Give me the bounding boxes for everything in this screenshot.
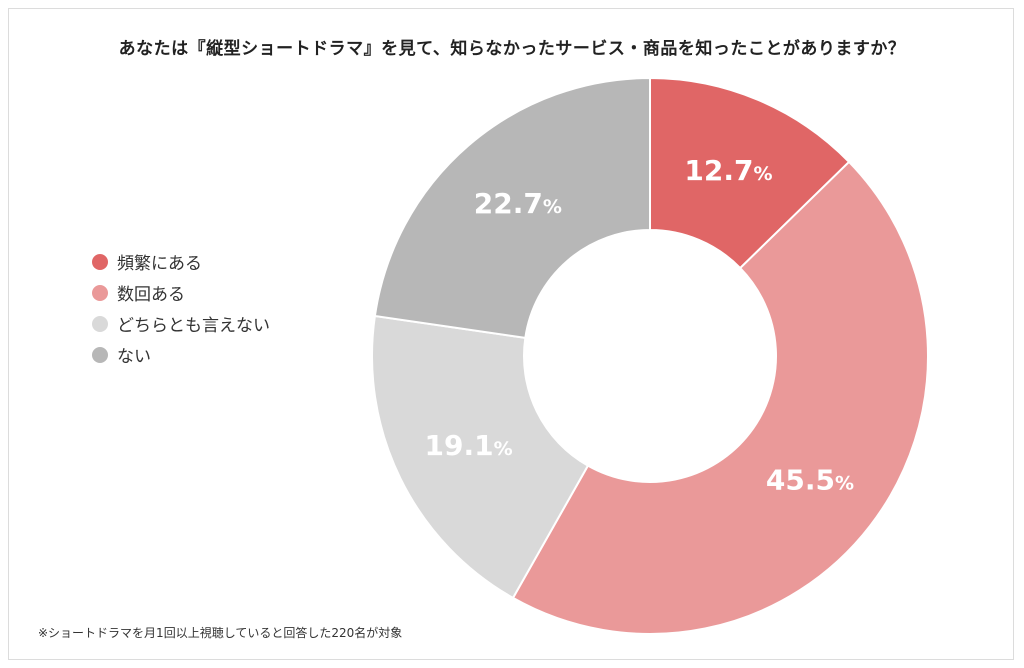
donut-slice-4 bbox=[373, 76, 651, 339]
legend-item-3: どちらとも言えない bbox=[92, 308, 270, 339]
legend-swatch-2 bbox=[92, 284, 108, 301]
legend-swatch-4 bbox=[92, 346, 108, 363]
legend-label-4: ない bbox=[117, 347, 151, 367]
donut-labels: 12.7% 45.5% 19.1% 22.7% bbox=[425, 154, 855, 496]
legend-swatch-3 bbox=[92, 315, 108, 332]
legend-label-1: 頻繁にある bbox=[117, 254, 202, 274]
slice-value-label-4: 22.7% bbox=[474, 187, 562, 220]
chart-legend: 頻繁にある数回あるどちらとも言えない ない bbox=[92, 246, 270, 370]
donut-slices bbox=[371, 76, 929, 635]
legend-swatch-1 bbox=[92, 253, 108, 270]
slice-value-label-3: 19.1% bbox=[425, 429, 513, 462]
chart-title: あなたは『縦型ショートドラマ』を見て、知らなかったサービス・商品を知ったことがあ… bbox=[118, 39, 906, 59]
chart-footnote: ※ショートドラマを月1回以上視聴していると回答した220名が対象 bbox=[38, 626, 403, 640]
donut-slice-2 bbox=[511, 160, 929, 635]
legend-label-3: どちらとも言えない bbox=[117, 316, 270, 336]
legend-item-1: 頻繁にある bbox=[92, 246, 270, 277]
legend-item-4: ない bbox=[92, 339, 270, 370]
slice-value-label-2: 45.5% bbox=[766, 463, 854, 496]
donut-slice-1 bbox=[649, 76, 851, 270]
legend-item-2: 数回ある bbox=[92, 277, 270, 308]
donut-slice-3 bbox=[371, 314, 590, 600]
slice-value-label-1: 12.7% bbox=[684, 154, 772, 187]
legend-label-2: 数回ある bbox=[117, 285, 185, 305]
